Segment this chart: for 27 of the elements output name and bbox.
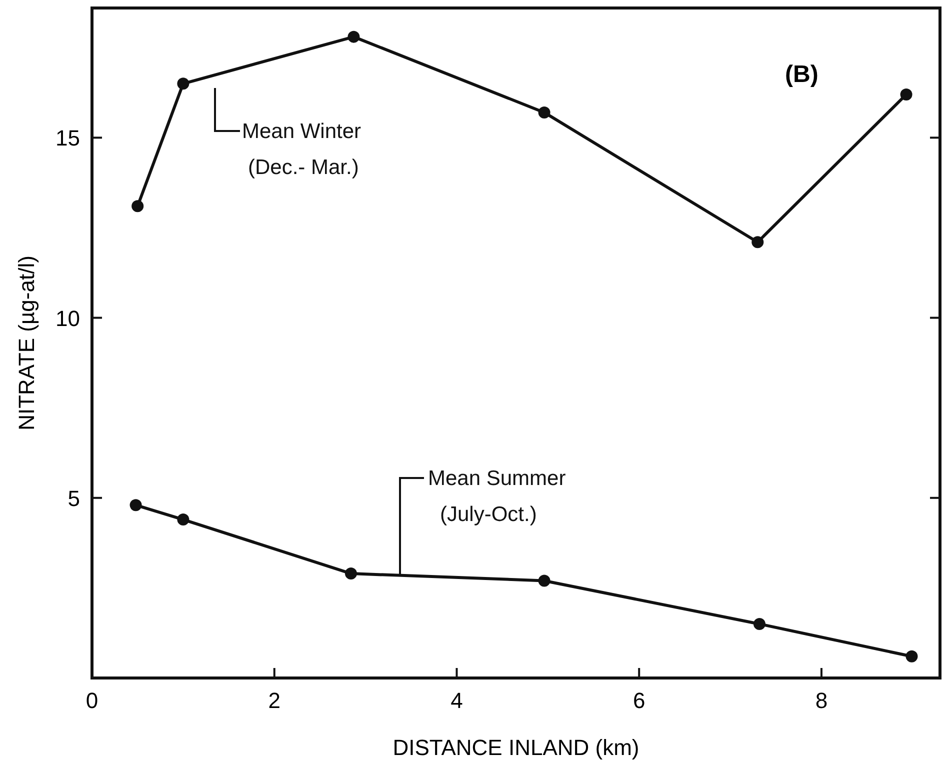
point [177,78,190,90]
point [344,568,357,580]
x-tick-label: 6 [632,688,646,713]
x-tick-label: 0 [86,688,98,713]
point [906,650,918,662]
point [538,106,550,118]
point [538,574,550,587]
x-tick-label: 2 [268,688,280,713]
annotation: (B) [785,61,818,88]
y-axis-title: NITRATE (µg-at/l) [14,256,39,430]
point [900,88,912,100]
x-axis-title: DISTANCE INLAND (km) [392,735,640,760]
x-tick-label: 4 [450,688,463,713]
point [130,499,142,512]
y-tick-label: 5 [68,486,80,511]
y-tick-label: 15 [56,126,80,151]
text: Mean Summer [428,467,566,490]
y-tick-label: 10 [56,306,80,331]
point [753,618,766,630]
text: Mean Winter [242,120,362,143]
annotation: (Dec.- Mar.) [248,156,359,179]
point [177,514,190,526]
point [752,236,764,248]
point [348,30,360,43]
x-tick-label: 8 [815,688,828,713]
annotation: (July-Oct.) [440,503,537,526]
point [132,200,144,212]
